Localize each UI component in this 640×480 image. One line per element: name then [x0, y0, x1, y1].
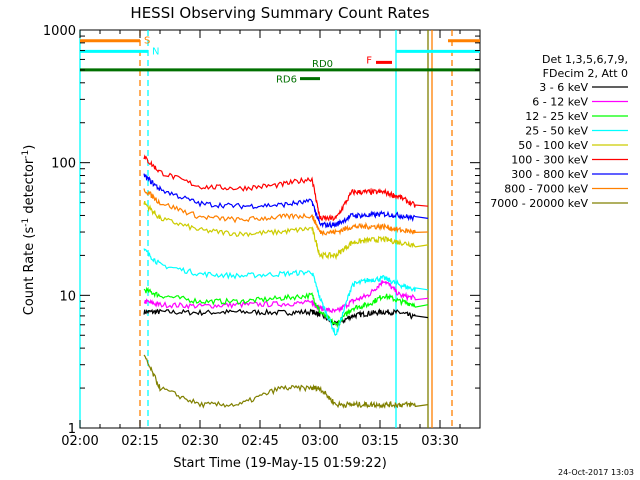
plot-area: SN RD0 RD6 F 02:00 02:15 02:30 02:45 03:00 03:15… — [43, 24, 481, 449]
y-tick-label: 1000 — [43, 24, 76, 39]
x-tick-label: 02:15 — [121, 434, 158, 449]
x-tick-label: 02:00 — [61, 434, 98, 449]
annotation-label: RD0 — [312, 59, 333, 70]
x-tick-label: 03:00 — [301, 434, 338, 449]
y-axis-label: Count Rate (s-1 detector-1) — [21, 145, 37, 316]
y-label-main: Count Rate (s — [22, 227, 37, 316]
chart-title: HESSI Observing Summary Count Rates — [130, 4, 429, 22]
x-tick-label: 03:30 — [421, 434, 458, 449]
series-line — [143, 248, 429, 336]
series-line — [143, 308, 429, 327]
series-line — [143, 354, 429, 409]
legend-entry-label: 300 - 800 keV — [511, 168, 588, 181]
series-line — [143, 280, 429, 314]
series-line — [143, 173, 429, 229]
x-tick-label: 02:45 — [241, 434, 278, 449]
data-series — [143, 154, 429, 409]
y-tick-label: 1 — [68, 422, 76, 437]
y-label-mid: detector — [22, 158, 37, 218]
legend-entry-label: 100 - 300 keV — [511, 154, 588, 167]
legend-entry-label: 7000 - 20000 keV — [490, 197, 588, 210]
plot-frame — [79, 29, 481, 429]
series-line — [143, 188, 429, 237]
x-tick-label: 02:30 — [181, 434, 218, 449]
y-label-sup1: -1 — [21, 218, 31, 227]
legend-entry-label: 3 - 6 keV — [539, 81, 588, 94]
y-label-end: ) — [22, 145, 37, 150]
annotation-label: S — [144, 36, 150, 47]
annotation-label: F — [366, 55, 372, 66]
legend-entry-label: 6 - 12 keV — [532, 96, 588, 109]
annotation-label: RD6 — [276, 75, 297, 86]
series-line — [143, 200, 429, 261]
series-line — [143, 286, 429, 329]
y-tick-label: 10 — [59, 289, 76, 304]
series-line — [143, 154, 429, 222]
legend-entry-label: 12 - 25 keV — [525, 110, 588, 123]
legend-entry-label: 50 - 100 keV — [518, 139, 588, 152]
legend-entry-label: 800 - 7000 keV — [504, 183, 588, 196]
legend: Det 1,3,5,6,7,9, FDecim 2, Att 0 3 - 6 k… — [490, 53, 628, 210]
x-axis-label: Start Time (19-May-15 01:59:22) — [173, 456, 387, 471]
y-label-sup2: -1 — [21, 150, 31, 159]
y-tick-label: 100 — [51, 157, 76, 172]
x-tick-label: 03:15 — [361, 434, 398, 449]
legend-header-line-1: Det 1,3,5,6,7,9, — [542, 53, 628, 66]
legend-header-line-2: FDecim 2, Att 0 — [543, 67, 628, 80]
timestamp: 24-Oct-2017 13:03 — [558, 468, 634, 477]
annotation-label: N — [152, 46, 159, 57]
axis-ticks: 02:00 02:15 02:30 02:45 03:00 03:15 03:30 1 10 10… — [43, 24, 481, 449]
legend-entry-label: 25 - 50 keV — [525, 125, 588, 138]
annotation-bars: SN RD0 RD6 F — [80, 36, 480, 86]
